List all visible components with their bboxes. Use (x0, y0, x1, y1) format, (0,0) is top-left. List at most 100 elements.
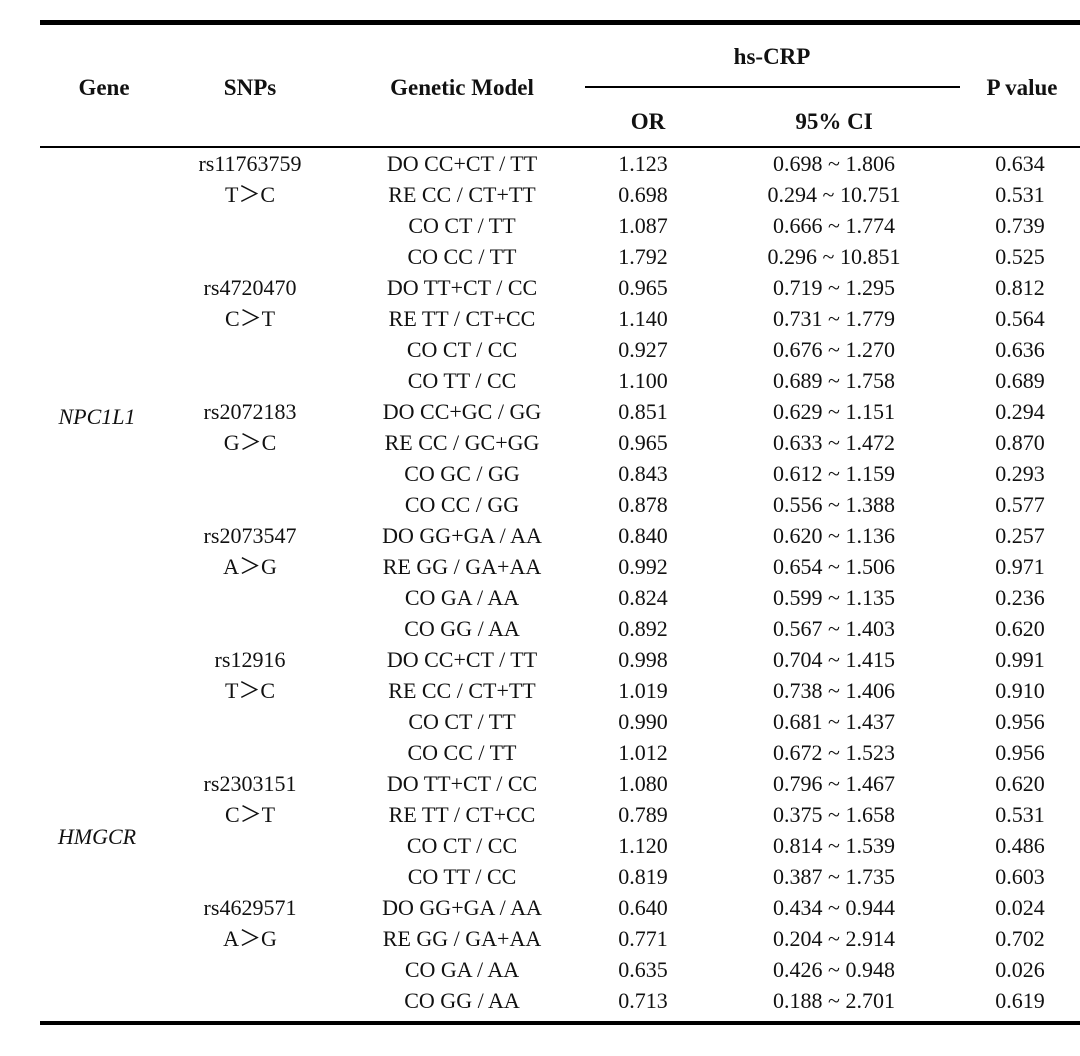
p-value-cell: 0.531 (995, 802, 1045, 827)
genetic-model-cell: RE TT / CT+CC (388, 802, 536, 827)
snp-id: rs2072183 (203, 399, 297, 424)
gene-label: NPC1L1 (58, 404, 136, 429)
snp-id: rs2303151 (203, 771, 297, 796)
ci-cell: 0.375 ~ 1.658 (773, 802, 895, 827)
or-cell: 0.851 (618, 399, 668, 424)
genetic-model-cell: CO GG / AA (404, 616, 520, 641)
or-cell: 1.123 (618, 151, 668, 176)
header-snps: SNPs (223, 75, 277, 100)
snp-allele: C＞T (224, 306, 276, 331)
ci-cell: 0.204 ~ 2.914 (773, 926, 895, 951)
p-value-cell: 0.577 (995, 492, 1045, 517)
p-value-cell: 0.236 (995, 585, 1045, 610)
p-value-cell: 0.257 (995, 523, 1045, 548)
header-genetic-model: Genetic Model (390, 75, 534, 100)
ci-cell: 0.426 ~ 0.948 (773, 957, 895, 982)
or-cell: 0.992 (618, 554, 668, 579)
p-value-cell: 0.702 (995, 926, 1045, 951)
p-value-cell: 0.634 (995, 151, 1045, 176)
genetic-model-cell: CO TT / CC (407, 368, 517, 393)
ci-cell: 0.629 ~ 1.151 (773, 399, 895, 424)
snp-id: rs12916 (214, 647, 286, 672)
ci-cell: 0.666 ~ 1.774 (773, 213, 895, 238)
p-value-cell: 0.525 (995, 244, 1045, 269)
genetic-model-cell: CO GG / AA (404, 988, 520, 1013)
snp-allele: T＞C (224, 182, 276, 207)
or-cell: 1.120 (618, 833, 668, 858)
p-value-cell: 0.689 (995, 368, 1045, 393)
genetic-model-cell: DO CC+CT / TT (386, 151, 538, 176)
or-cell: 1.019 (618, 678, 668, 703)
or-cell: 0.789 (618, 802, 668, 827)
p-value-cell: 0.486 (995, 833, 1045, 858)
p-value-cell: 0.870 (995, 430, 1045, 455)
ci-cell: 0.704 ~ 1.415 (773, 647, 895, 672)
ci-cell: 0.698 ~ 1.806 (773, 151, 895, 176)
header-group-rule (585, 86, 960, 88)
or-cell: 0.819 (618, 864, 668, 889)
or-cell: 0.824 (618, 585, 668, 610)
genetic-model-cell: CO GA / AA (404, 585, 520, 610)
table-header-rule (40, 146, 1080, 148)
or-cell: 1.012 (618, 740, 668, 765)
ci-cell: 0.719 ~ 1.295 (773, 275, 895, 300)
genetic-model-cell: DO GG+GA / AA (382, 523, 542, 548)
snp-id: rs4629571 (203, 895, 297, 920)
header-gene: Gene (78, 75, 130, 100)
snp-allele: T＞C (224, 678, 276, 703)
ci-cell: 0.681 ~ 1.437 (773, 709, 895, 734)
or-cell: 0.840 (618, 523, 668, 548)
ci-cell: 0.599 ~ 1.135 (773, 585, 895, 610)
table-top-rule (40, 20, 1080, 25)
genetic-model-cell: CO GC / GG (404, 461, 520, 486)
genetic-model-cell: DO GG+GA / AA (382, 895, 542, 920)
gene-label: HMGCR (57, 824, 137, 849)
or-cell: 0.635 (618, 957, 668, 982)
or-cell: 0.878 (618, 492, 668, 517)
genetic-model-cell: CO CC / TT (407, 740, 517, 765)
p-value-cell: 0.294 (995, 399, 1045, 424)
ci-cell: 0.731 ~ 1.779 (773, 306, 895, 331)
table-bottom-rule (40, 1021, 1080, 1025)
or-cell: 0.771 (618, 926, 668, 951)
genetic-model-cell: DO TT+CT / CC (386, 275, 538, 300)
genetic-model-cell: CO TT / CC (407, 864, 517, 889)
or-cell: 0.713 (618, 988, 668, 1013)
or-cell: 0.843 (618, 461, 668, 486)
ci-cell: 0.633 ~ 1.472 (773, 430, 895, 455)
or-cell: 0.927 (618, 337, 668, 362)
p-value-cell: 0.991 (995, 647, 1045, 672)
ci-cell: 0.296 ~ 10.851 (767, 244, 901, 269)
header-or: OR (630, 109, 666, 134)
ci-cell: 0.672 ~ 1.523 (773, 740, 895, 765)
genetic-model-cell: DO CC+CT / TT (386, 647, 538, 672)
or-cell: 1.080 (618, 771, 668, 796)
ci-cell: 0.738 ~ 1.406 (773, 678, 895, 703)
p-value-cell: 0.971 (995, 554, 1045, 579)
genetic-model-cell: DO CC+GC / GG (382, 399, 542, 424)
p-value-cell: 0.603 (995, 864, 1045, 889)
or-cell: 0.998 (618, 647, 668, 672)
ci-cell: 0.294 ~ 10.751 (767, 182, 901, 207)
ci-cell: 0.567 ~ 1.403 (773, 616, 895, 641)
p-value-cell: 0.024 (995, 895, 1045, 920)
snp-id: rs11763759 (198, 151, 302, 176)
ci-cell: 0.188 ~ 2.701 (773, 988, 895, 1013)
p-value-cell: 0.620 (995, 771, 1045, 796)
or-cell: 0.965 (618, 430, 668, 455)
header-95-ci: 95% CI (795, 109, 873, 134)
p-value-cell: 0.531 (995, 182, 1045, 207)
genetic-model-cell: RE TT / CT+CC (388, 306, 536, 331)
or-cell: 1.100 (618, 368, 668, 393)
genetic-model-cell: RE GG / GA+AA (382, 926, 542, 951)
p-value-cell: 0.620 (995, 616, 1045, 641)
or-cell: 0.990 (618, 709, 668, 734)
genetic-model-cell: DO TT+CT / CC (386, 771, 538, 796)
p-value-cell: 0.956 (995, 709, 1045, 734)
or-cell: 0.698 (618, 182, 668, 207)
header-p-value: P value (986, 75, 1058, 100)
genetic-model-cell: RE CC / CT+TT (388, 182, 536, 207)
genetic-model-cell: CO CC / TT (407, 244, 517, 269)
ci-cell: 0.612 ~ 1.159 (773, 461, 895, 486)
genetic-model-cell: CO GA / AA (404, 957, 520, 982)
